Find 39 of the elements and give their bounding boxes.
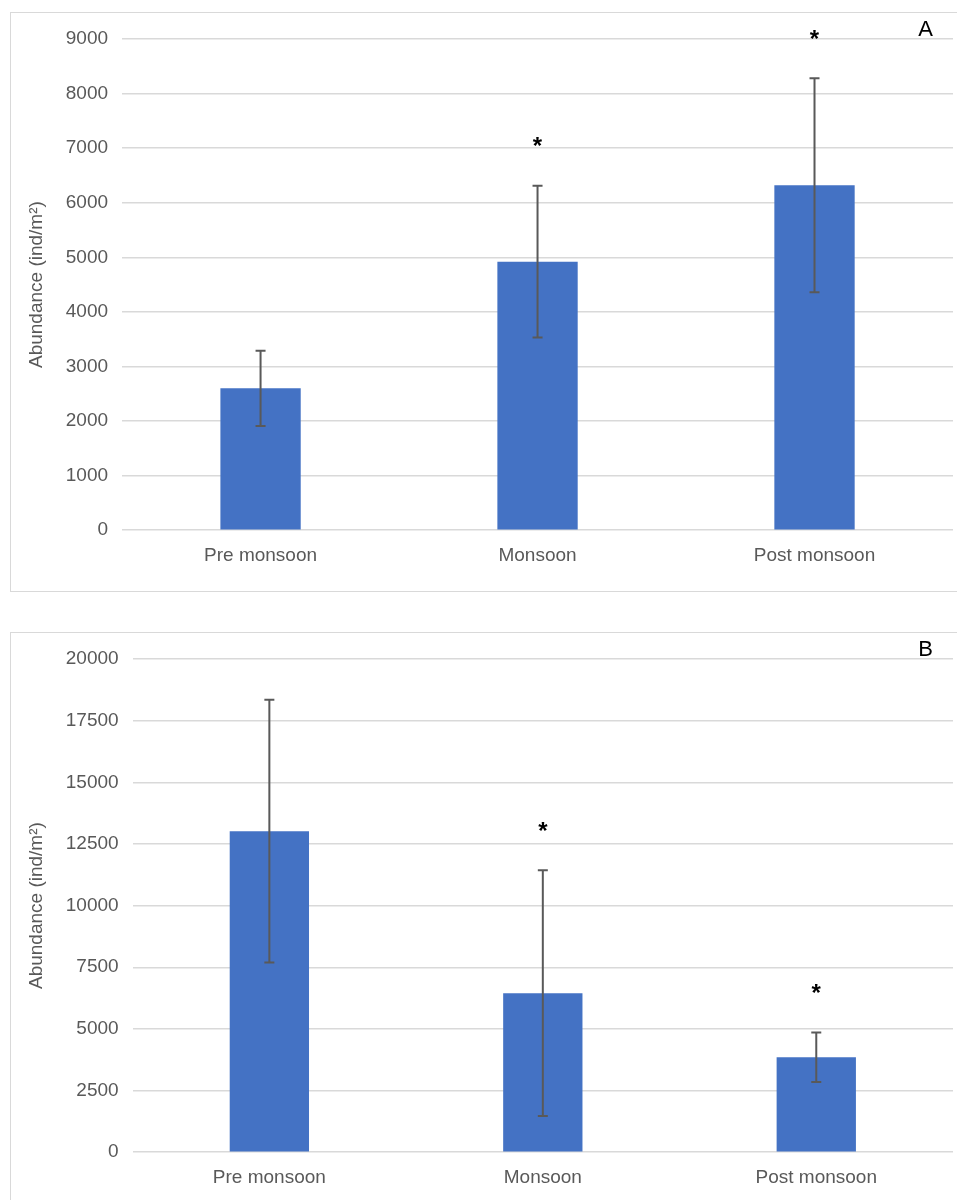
y-axis-title: Abundance (ind/m²) [24, 822, 46, 990]
x-tick-label: Pre monsoon [204, 543, 318, 565]
annotation: * [811, 979, 822, 1007]
x-tick-label: Monsoon [498, 543, 577, 565]
y-tick-label: 7000 [65, 136, 109, 158]
y-tick-label: 2000 [65, 409, 109, 431]
x-tick-label: Post monsoon [753, 543, 876, 565]
y-tick-label: 0 [108, 1140, 119, 1162]
y-tick-label: 15000 [65, 770, 119, 792]
bar [503, 993, 583, 1152]
y-tick-label: 2500 [76, 1078, 119, 1100]
y-tick-label: 10000 [65, 893, 119, 915]
y-tick-label: 12500 [65, 832, 119, 854]
y-tick-label: 17500 [65, 708, 119, 730]
y-tick-label: 1000 [65, 463, 109, 485]
annotation: * [809, 24, 820, 52]
bar [229, 831, 310, 1152]
annotation: A [918, 16, 934, 42]
bar [497, 261, 578, 530]
y-tick-label: 6000 [65, 190, 109, 212]
annotation: B [918, 636, 933, 662]
y-tick-label: 3000 [65, 354, 109, 376]
annotation: * [538, 816, 549, 844]
y-axis-title: Abundance (ind/m²) [24, 201, 46, 369]
y-tick-label: 7500 [76, 955, 119, 977]
bar [220, 388, 301, 530]
annotation: * [532, 132, 543, 160]
y-tick-label: 0 [97, 518, 109, 540]
x-tick-label: Monsoon [503, 1165, 582, 1187]
y-tick-label: 4000 [65, 300, 109, 322]
y-tick-label: 5000 [65, 245, 109, 267]
bar [774, 185, 855, 530]
x-tick-label: Pre monsoon [212, 1165, 326, 1187]
y-tick-label: 8000 [65, 81, 109, 103]
y-tick-label: 5000 [76, 1017, 119, 1039]
y-tick-label: 20000 [65, 647, 119, 669]
x-tick-label: Post monsoon [755, 1165, 878, 1187]
bar [776, 1057, 856, 1152]
y-tick-label: 9000 [65, 27, 109, 49]
